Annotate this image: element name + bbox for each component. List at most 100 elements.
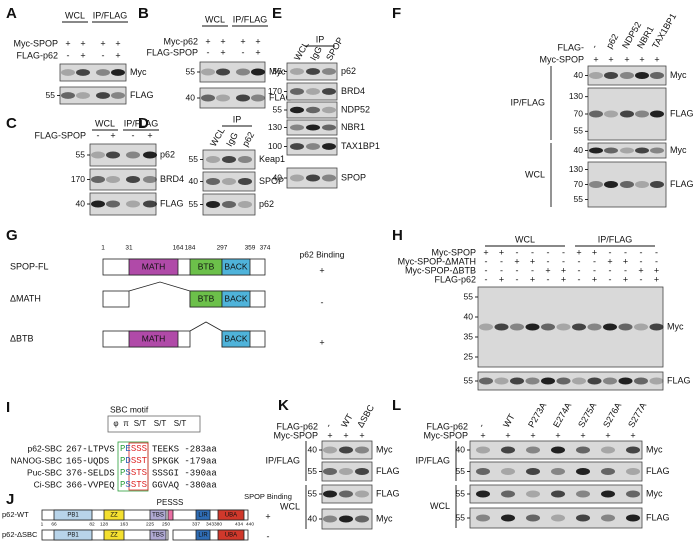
blot-label: Myc [646, 488, 663, 498]
band [306, 106, 320, 114]
band [106, 200, 120, 208]
band [476, 468, 490, 475]
lane-sign: - [97, 130, 100, 140]
band [143, 176, 157, 183]
band [236, 94, 250, 102]
binding-sign: + [319, 337, 324, 347]
band [525, 323, 540, 331]
band [201, 68, 215, 76]
band [572, 323, 586, 331]
band [618, 377, 633, 385]
sequence: SSSGI -390aa [152, 468, 217, 478]
mw-marker: 130 [569, 91, 583, 101]
section-label: WCL [280, 501, 300, 511]
mw-marker: 40 [273, 172, 283, 182]
row-label: Myc-SPOP [423, 430, 468, 440]
band [494, 377, 509, 385]
mw-marker: 55 [456, 466, 466, 476]
row-label: Myc-SPOP [539, 54, 584, 64]
mw-marker: 55 [456, 512, 466, 522]
lane-sign: - [547, 247, 550, 257]
lane-sign: + [115, 38, 120, 48]
row-label: FLAG-p62 [426, 421, 468, 431]
blot-label: FLAG [646, 466, 670, 476]
blot-label: FLAG [667, 375, 691, 385]
band [618, 323, 633, 331]
lane-sign: + [80, 50, 85, 60]
sbc-name: Ci-SBC [34, 479, 62, 489]
residue-number: 225 [146, 521, 154, 527]
band [649, 377, 664, 385]
band [322, 88, 336, 95]
mw-marker: 55 [574, 194, 584, 204]
blot-label: NBR1 [341, 122, 365, 132]
band [323, 490, 337, 498]
blot-label: FLAG [130, 90, 154, 100]
lane-sign: + [630, 430, 635, 440]
band [323, 446, 337, 454]
lane-sign: - [207, 47, 210, 57]
band [322, 124, 336, 131]
lane-sign: - [609, 274, 612, 284]
band [306, 174, 320, 182]
blot-label: NDP52 [341, 104, 370, 114]
lane-sign: - [578, 265, 581, 275]
domain-label: MATH [142, 333, 165, 343]
lane-sign: - [578, 274, 581, 284]
band [603, 323, 617, 331]
mw-marker: 55 [46, 90, 56, 100]
construct-name: p62-ΔSBC [2, 530, 38, 539]
band [576, 468, 590, 475]
binding-sign: - [321, 297, 324, 307]
band [649, 323, 664, 331]
band [206, 201, 220, 208]
residue-number: 380 [214, 521, 222, 527]
lane-sign: WT [339, 412, 355, 430]
residue-number: 184 [185, 245, 196, 252]
lane-sign: + [623, 256, 628, 266]
band [526, 490, 540, 498]
panel-label: A [6, 5, 17, 22]
lane-sign: - [640, 256, 643, 266]
band [96, 92, 110, 99]
domain [103, 529, 125, 541]
band [290, 143, 304, 150]
band [501, 514, 515, 522]
mw-marker: 40 [308, 444, 318, 454]
blot-label: p62 [259, 199, 274, 209]
binding-sign: + [265, 511, 270, 521]
band [96, 69, 110, 76]
mw-marker: 70 [574, 108, 584, 118]
lane-label: IgG [308, 45, 324, 63]
band [355, 468, 369, 475]
residue-number: 337 [192, 521, 200, 527]
band [238, 156, 252, 163]
blot-label: SPOP [341, 172, 366, 182]
lane-sign: - [640, 274, 643, 284]
motif-sequence: PSSTS [120, 468, 147, 478]
band [526, 468, 540, 475]
lane-sign: WT [501, 412, 517, 430]
mw-marker: 40 [76, 198, 86, 208]
deletion [128, 281, 191, 292]
domain-label: BACK [224, 261, 247, 271]
band [510, 323, 524, 331]
blot-label: Myc [269, 66, 286, 76]
group-label: WCL [205, 14, 225, 24]
residue-number: 163 [120, 521, 128, 527]
group-label: IP [233, 114, 242, 124]
lane-sign: + [220, 36, 225, 46]
row-label: Myc-SPOP [13, 38, 58, 48]
band [111, 69, 125, 76]
lane-sign: - [485, 256, 488, 266]
lane-sign: ΔSBC [355, 403, 376, 430]
residue-number: 374 [260, 245, 271, 252]
band [238, 201, 252, 208]
band [589, 72, 603, 79]
lane-sign: + [639, 54, 644, 64]
motif-symbol: π [123, 419, 129, 428]
band [650, 72, 664, 79]
band [126, 200, 140, 208]
group-label: WCL [65, 10, 85, 20]
band [601, 514, 615, 522]
